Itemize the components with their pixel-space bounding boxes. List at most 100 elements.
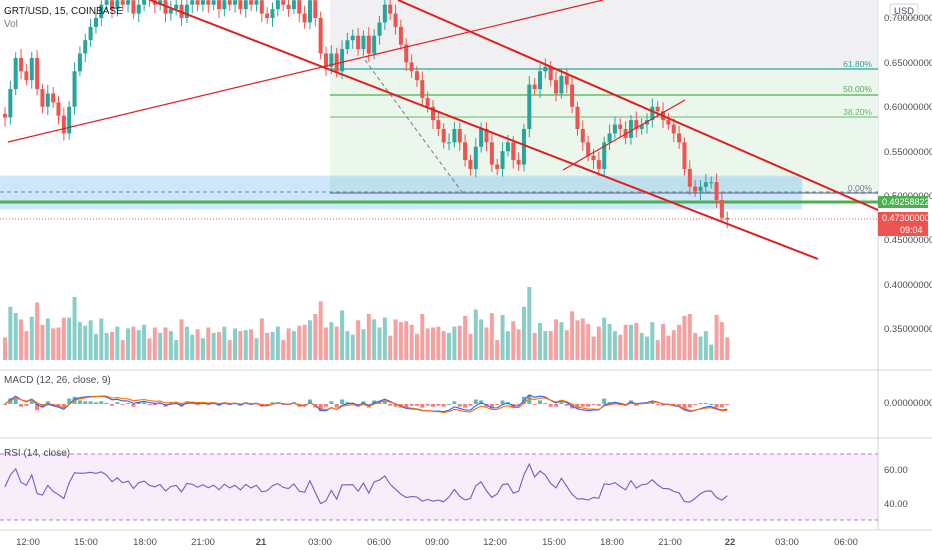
symbol-title[interactable]: GRT/USD, 15, COINBASE (4, 6, 123, 17)
volume-bar (489, 313, 494, 360)
volume-bar (521, 306, 526, 360)
candle-body (436, 120, 441, 129)
macd-hist-bar (564, 404, 569, 406)
time-tick: 15:00 (74, 537, 98, 548)
candle-body (409, 62, 414, 72)
price-tick: 0.60000000 (884, 102, 932, 113)
macd-hist-bar (104, 403, 109, 405)
descending-channel-lower-line[interactable] (149, 0, 819, 260)
candle-body (40, 89, 45, 107)
ascending-trend-line[interactable] (7, 0, 604, 143)
candle-body (51, 93, 56, 103)
volume-bar (714, 314, 719, 360)
candle-body (88, 26, 93, 41)
macd-hist-bar (307, 399, 312, 404)
fib-label-618: 61.80% (843, 59, 872, 69)
time-tick: 21:00 (191, 537, 215, 548)
rsi-line (4, 462, 728, 505)
currency-button[interactable] (889, 3, 919, 19)
macd-hist-bar (270, 402, 275, 404)
volume-bar (29, 316, 34, 360)
volume-bar (104, 332, 109, 360)
candle-body (586, 142, 591, 156)
macd-hist-bar (527, 395, 532, 404)
volume-bar (126, 328, 131, 360)
volume-bar (538, 323, 542, 360)
price-tick: 0.65000000 (884, 58, 932, 69)
candle-body (184, 4, 189, 18)
candle-body (628, 120, 633, 138)
volume-bar (200, 338, 205, 360)
candle-body (559, 75, 564, 94)
candle-body (324, 53, 328, 67)
macd-hist-bar (168, 403, 173, 405)
macd-hist-bar (447, 404, 452, 405)
price-tick: 0.35000000 (884, 324, 932, 335)
volume-bar (61, 317, 66, 360)
candle-body (489, 142, 494, 165)
volume-bar (591, 336, 596, 360)
volume-bar (249, 329, 254, 360)
volume-bar (136, 330, 141, 360)
macd-hist-bar (719, 404, 724, 408)
green-price-marker (878, 196, 928, 208)
volume-bar (623, 324, 628, 360)
volume-bar (254, 338, 259, 360)
macd-hist-bar (120, 404, 125, 405)
descending-channel-upper-line[interactable] (397, 0, 879, 211)
candle-body (372, 35, 377, 54)
volume-bar (687, 314, 692, 360)
candle-body (136, 4, 141, 14)
candle-body (286, 4, 291, 10)
macd-hist-bar (489, 404, 494, 409)
candle-body (484, 129, 489, 143)
candle-body (473, 146, 478, 169)
candle-body (570, 84, 575, 107)
candle-body (233, 0, 238, 5)
volume-bar (195, 329, 200, 360)
macd-hist-bar (452, 401, 457, 404)
macd-hist-bar (265, 404, 270, 405)
volume-bar (131, 326, 136, 360)
candle-body (56, 102, 61, 116)
candle-body (19, 57, 24, 72)
volume-bar (377, 327, 382, 360)
macd-hist-bar (393, 404, 398, 407)
candle-body (447, 142, 452, 144)
volume-bar (479, 319, 484, 360)
volume-bar (484, 327, 489, 360)
price-scale[interactable]: 0.70000000 0.65000000 0.60000000 0.55000… (884, 13, 932, 335)
short-rising-line[interactable] (562, 99, 686, 171)
candle-body (67, 106, 72, 134)
volume-bar (152, 327, 157, 360)
time-tick: 06:00 (834, 537, 858, 548)
volume-bar (206, 327, 211, 360)
volume-bar (393, 319, 398, 360)
macd-hist-bar (382, 400, 387, 404)
candle-body (104, 0, 109, 5)
macd-hist-bar (83, 401, 88, 404)
macd-hist-bar (93, 402, 98, 404)
macd-hist-bar (725, 404, 730, 405)
time-axis[interactable]: 12:00 15:00 18:00 21:00 21 03:00 06:00 09:00 12:… (16, 537, 858, 548)
candle-body (72, 71, 77, 107)
volume-bar (639, 332, 644, 360)
macd-hist-bar (372, 400, 377, 404)
volume-bar (115, 326, 120, 360)
candle-body (83, 40, 88, 54)
candle-body (468, 160, 473, 169)
macd-hist-bar (67, 398, 72, 404)
candle-body (591, 155, 596, 161)
candlestick-series (3, 0, 730, 229)
volume-bar (40, 324, 45, 360)
macd-hist-bar (29, 399, 34, 404)
volume-bar (452, 326, 457, 360)
macd-hist-bar (77, 400, 82, 404)
candle-body (24, 71, 29, 81)
macd-hist-bar (634, 404, 639, 406)
macd-hist-bar (693, 404, 698, 405)
candle-body (77, 53, 82, 72)
volume-bar (457, 325, 462, 360)
volume-bar (500, 314, 505, 360)
